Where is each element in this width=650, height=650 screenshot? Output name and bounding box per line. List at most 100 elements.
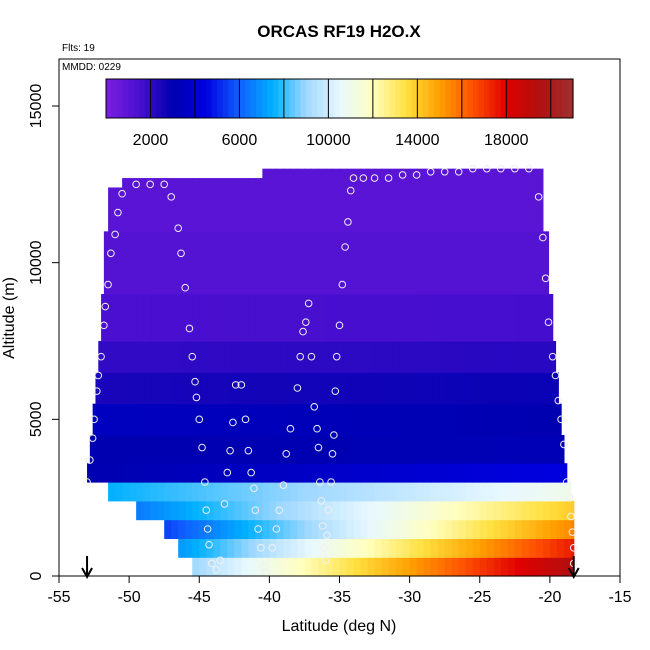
field-cell — [266, 341, 275, 373]
field-cell — [412, 435, 421, 464]
field-cell — [346, 294, 355, 342]
field-cell — [497, 341, 506, 373]
field-cell — [464, 403, 472, 436]
field-cell — [220, 500, 228, 521]
track-point — [338, 280, 347, 289]
field-cell — [349, 231, 357, 295]
field-cell — [136, 463, 144, 483]
track-point — [94, 371, 103, 380]
field-cell — [367, 178, 376, 189]
field-cell — [419, 435, 428, 464]
field-cell — [523, 372, 531, 405]
track-point — [118, 189, 126, 198]
field-cell — [374, 500, 383, 521]
track-point — [275, 506, 283, 515]
field-cell — [242, 372, 251, 405]
field-cell — [547, 341, 555, 373]
field-cell — [346, 187, 355, 232]
field-cell — [290, 168, 299, 179]
field-cell — [521, 482, 530, 502]
field-cell — [458, 168, 467, 179]
field-cell — [237, 435, 245, 464]
field-cell — [115, 294, 123, 342]
colorbar-swatch — [144, 79, 152, 118]
track-point — [100, 321, 108, 330]
field-cell — [332, 178, 341, 189]
field-cell — [202, 231, 210, 295]
field-cell — [314, 435, 322, 464]
field-cell — [535, 557, 544, 577]
field-cell — [255, 187, 263, 232]
field-cell — [267, 403, 276, 436]
field-cell — [207, 372, 216, 405]
field-cell — [106, 403, 115, 436]
track-point — [426, 168, 435, 176]
field-cell — [409, 187, 418, 232]
field-cell — [563, 538, 572, 558]
field-cell — [339, 500, 348, 521]
field-cell — [479, 519, 488, 539]
field-cell — [570, 500, 575, 521]
field-cell — [108, 294, 116, 342]
field-cell — [398, 231, 407, 295]
track-point — [302, 318, 310, 327]
field-cell — [360, 482, 369, 502]
colorbar-swatch — [389, 79, 396, 118]
field-cell — [151, 372, 160, 405]
field-cell — [297, 294, 306, 342]
field-cell — [465, 187, 474, 232]
field-cell — [248, 294, 256, 342]
field-cell — [375, 372, 384, 405]
field-cell — [157, 294, 165, 342]
field-cell — [235, 372, 244, 405]
field-cell — [131, 435, 140, 464]
field-cell — [206, 557, 214, 577]
field-cell — [395, 519, 404, 539]
field-cell — [507, 463, 516, 483]
colorbar-swatch — [511, 79, 519, 118]
colorbar-swatch — [183, 79, 190, 118]
field-cell — [363, 231, 371, 295]
field-cell — [178, 178, 186, 189]
field-cell — [171, 187, 179, 232]
field-cell — [346, 168, 355, 179]
field-cell — [398, 435, 407, 464]
field-cell — [234, 557, 242, 577]
field-cell — [447, 231, 456, 295]
track-point — [181, 283, 190, 292]
field-cell — [192, 557, 200, 577]
heatmap-field — [87, 168, 575, 577]
track-point — [293, 384, 302, 392]
field-cell — [138, 435, 147, 464]
field-cell — [325, 500, 334, 521]
field-cell — [395, 294, 404, 342]
field-band — [103, 231, 550, 295]
field-cell — [493, 557, 502, 577]
track-point — [440, 168, 449, 176]
field-cell — [530, 372, 538, 405]
field-cell — [310, 403, 318, 436]
field-cell — [258, 435, 266, 464]
field-cell — [444, 178, 453, 189]
field-cell — [92, 403, 101, 436]
field-cell — [274, 403, 283, 436]
field-band — [87, 463, 568, 483]
field-cell — [535, 538, 544, 558]
field-cell — [503, 435, 512, 464]
field-cell — [556, 519, 565, 539]
field-cell — [276, 294, 284, 342]
field-cell — [437, 178, 446, 189]
colorbar-swatch — [417, 79, 424, 118]
field-cell — [395, 482, 404, 502]
track-point — [202, 506, 211, 515]
field-cell — [402, 463, 411, 483]
field-cell — [409, 519, 418, 539]
field-cell — [224, 341, 233, 373]
field-cell — [381, 557, 390, 577]
track-point — [205, 540, 213, 549]
field-cell — [145, 435, 154, 464]
field-cell — [115, 482, 123, 502]
field-cell — [258, 231, 266, 295]
field-cell — [227, 463, 235, 483]
field-cell — [234, 178, 242, 189]
